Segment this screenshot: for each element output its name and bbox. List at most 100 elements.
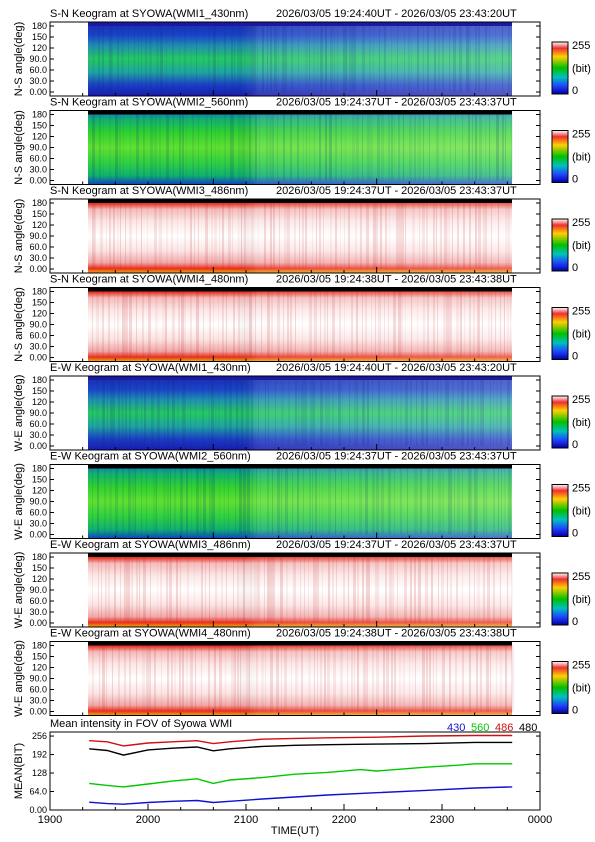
keogram-stripe xyxy=(185,380,186,446)
keogram-stripe xyxy=(441,557,444,623)
keogram-stripe xyxy=(191,26,192,92)
line-plot-xaxis: 1900 2000 2100 2200 2300 0000 xyxy=(38,804,552,826)
keogram-stripe xyxy=(136,291,137,358)
keogram-ytick-label: 0.00 xyxy=(29,176,47,186)
keogram-stripe xyxy=(167,468,169,535)
keogram-stripe xyxy=(219,645,222,712)
keogram-stripe xyxy=(122,291,125,358)
colorbar-unit: (bit) xyxy=(572,594,591,606)
keogram-stripe xyxy=(378,380,380,446)
colorbar-min: 0 xyxy=(572,174,578,186)
keogram-stripe xyxy=(384,291,385,358)
keogram-stripe xyxy=(508,203,510,269)
keogram-stripe xyxy=(305,203,307,269)
keogram-stripe xyxy=(302,203,304,269)
keogram-stripe xyxy=(265,645,266,712)
keogram-stripe xyxy=(459,26,462,92)
keogram-ytick-label: 180 xyxy=(32,21,47,31)
keogram-stripe xyxy=(150,557,151,623)
keogram-ytick-label: 90.0 xyxy=(29,231,47,241)
keogram-stripe xyxy=(231,26,233,92)
keogram-stripe xyxy=(397,26,398,92)
keogram-stripe xyxy=(287,203,290,269)
keogram-stripe xyxy=(184,26,186,92)
keogram-stripe xyxy=(320,291,321,358)
keogram-stripe xyxy=(438,26,440,92)
keogram-stripe xyxy=(436,203,437,269)
keogram-stripe xyxy=(304,557,305,623)
keogram-stripe xyxy=(92,26,95,92)
keogram-stripe xyxy=(285,468,288,535)
keogram-stripe xyxy=(447,203,450,269)
keogram-stripe xyxy=(128,468,131,535)
keogram-ytick-label: 90.0 xyxy=(29,143,47,153)
keogram-stripe xyxy=(235,468,236,535)
keogram-ytick-label: 150 xyxy=(32,652,47,662)
keogram-stripe xyxy=(414,557,416,623)
keogram-stripe xyxy=(232,203,233,269)
line-plot-xlabel: TIME(UT) xyxy=(271,825,319,837)
keogram-stripe xyxy=(205,203,208,269)
keogram-ytick-label: 30.0 xyxy=(29,430,47,440)
keogram-stripe xyxy=(488,291,490,358)
keogram-stripe xyxy=(440,380,442,446)
keogram-top-band xyxy=(88,376,512,380)
keogram-stripe xyxy=(283,114,285,181)
keogram-stripe xyxy=(131,557,133,623)
keogram-stripe xyxy=(196,291,199,358)
keogram-stripe xyxy=(314,114,315,181)
keogram-title: E-W Keogram at SYOWA(WMI3_486nm) xyxy=(50,539,251,551)
keogram-stripe xyxy=(343,557,345,623)
keogram-stripe xyxy=(314,645,315,712)
keogram-stripe xyxy=(184,291,186,358)
keogram-stripe xyxy=(405,291,406,358)
legend: 430 560 486 480 xyxy=(447,722,537,734)
keogram-stripe xyxy=(143,557,146,623)
keogram-stripe xyxy=(259,114,260,181)
keogram-stripe xyxy=(388,291,389,358)
keogram-stripe xyxy=(341,114,342,181)
keogram-stripe xyxy=(457,203,459,269)
line-plot-yaxis: 0.00 64.0 128 192 256 xyxy=(29,731,540,815)
legend-entry-430: 430 xyxy=(447,722,465,734)
keogram-ytick-label: 180 xyxy=(32,641,47,651)
keogram-stripe xyxy=(341,468,342,535)
keogram-stripe xyxy=(422,203,425,269)
line-plot-ylabel: MEAN(BIT) xyxy=(13,743,25,799)
keogram-stripe xyxy=(442,468,444,535)
keogram-ytick-label: 60.0 xyxy=(29,242,47,252)
keogram-stripe xyxy=(215,380,217,446)
keogram-stripe xyxy=(257,557,260,623)
keogram-stripe xyxy=(234,645,236,712)
keogram-stripe xyxy=(410,380,412,446)
keogram-stripe xyxy=(262,26,264,92)
keogram-stripe xyxy=(417,291,418,358)
keogram-stripe xyxy=(281,380,284,446)
keogram-stripe xyxy=(415,645,416,712)
keogram-stripe xyxy=(224,114,226,181)
keogram-stripe xyxy=(467,380,469,446)
keogram-stripe xyxy=(208,26,210,92)
keogram-stripe xyxy=(449,26,450,92)
keogram-stripe xyxy=(238,114,241,181)
keogram-stripe xyxy=(115,114,118,181)
keogram-stripe xyxy=(92,114,95,181)
keogram-stripe xyxy=(298,380,300,446)
keogram-stripe xyxy=(303,114,304,181)
keogram-stripe xyxy=(171,203,173,269)
keogram-stripe xyxy=(100,203,103,269)
keogram-stripe xyxy=(102,380,105,446)
keogram-stripe xyxy=(324,645,326,712)
keogram-stripe xyxy=(143,114,145,181)
keogram-stripe xyxy=(320,26,323,92)
keogram-stripe xyxy=(400,380,402,446)
keogram-stripe xyxy=(231,645,234,712)
keogram-panel: E-W Keogram at SYOWA(WMI3_486nm) 2026/03/… xyxy=(13,539,591,628)
keogram-stripe xyxy=(421,380,424,446)
keogram-stripe xyxy=(172,380,175,446)
colorbar-unit: (bit) xyxy=(572,506,591,518)
keogram-stripe xyxy=(464,291,465,358)
keogram-stripe xyxy=(270,26,272,92)
keogram-ytick-label: 120 xyxy=(32,132,47,142)
keogram-stripe xyxy=(469,645,471,712)
